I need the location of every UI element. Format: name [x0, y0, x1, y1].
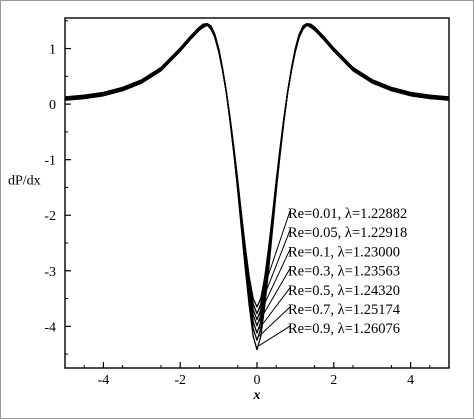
legend-label: Re=0.5, λ=1.24320 — [288, 283, 400, 299]
legend-leader-line — [258, 249, 291, 316]
legend-label: Re=0.3, λ=1.23563 — [288, 264, 400, 280]
legend-label: Re=0.7, λ=1.25174 — [288, 302, 401, 318]
legend-label: Re=0.01, λ=1.22882 — [288, 206, 407, 222]
x-tick-label: 0 — [254, 373, 261, 388]
series-line-6 — [64, 22, 450, 351]
y-tick-label: -2 — [44, 209, 56, 224]
y-tick-label: 1 — [49, 43, 56, 58]
x-tick-label: -2 — [174, 373, 186, 388]
legend-leader-line — [258, 306, 291, 337]
legend-leader-line — [258, 230, 291, 310]
legend-leader-line — [258, 325, 291, 347]
x-tick-label: 4 — [407, 373, 414, 388]
x-axis-label: x — [253, 388, 261, 403]
y-tick-label: -4 — [44, 320, 56, 335]
y-tick-label: -3 — [44, 265, 56, 280]
legend: Re=0.01, λ=1.22882 Re=0.05, λ=1.22918 Re=0… — [258, 206, 407, 347]
y-tick-label: -1 — [44, 154, 56, 169]
legend-leader-line — [258, 268, 291, 323]
ticks-group: -4 -2 0 2 4 1 0 -1 -2 -3 -4 — [44, 20, 431, 388]
series-group — [64, 22, 450, 351]
legend-leader-line — [258, 287, 291, 330]
y-axis-label: dP/dx — [8, 174, 41, 189]
legend-label: Re=0.9, λ=1.26076 — [288, 321, 400, 337]
legend-label: Re=0.1, λ=1.23000 — [288, 244, 400, 260]
x-tick-label: -4 — [98, 373, 110, 388]
legend-label: Re=0.05, λ=1.22918 — [288, 225, 407, 241]
y-tick-label: 0 — [49, 98, 56, 113]
legend-leader-line — [258, 210, 291, 304]
x-tick-label: 2 — [330, 373, 337, 388]
